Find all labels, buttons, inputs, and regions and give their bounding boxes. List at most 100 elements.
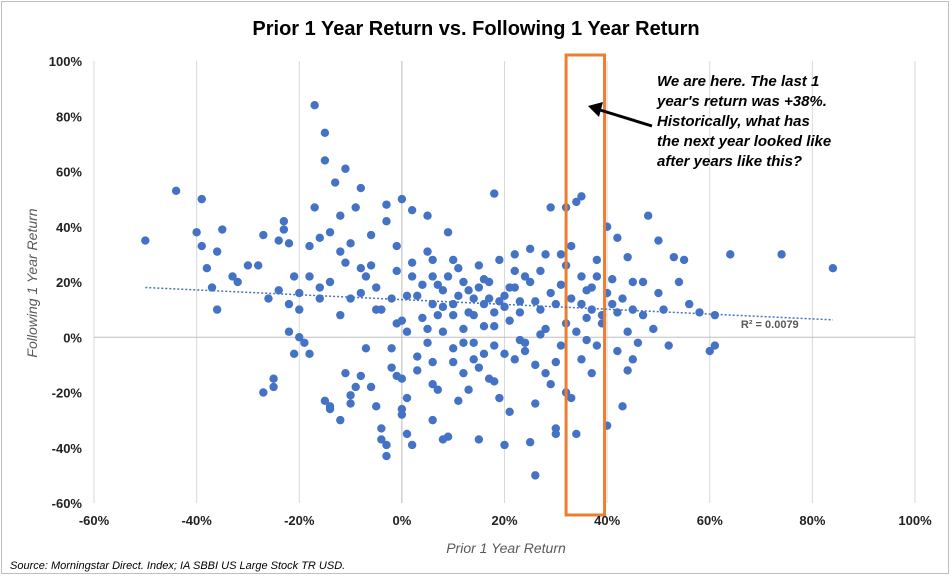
data-point xyxy=(515,308,525,317)
data-point xyxy=(341,164,350,173)
data-point xyxy=(171,186,181,196)
chart-title: Prior 1 Year Return vs. Following 1 Year… xyxy=(252,18,699,40)
data-point xyxy=(320,396,330,405)
data-point xyxy=(336,415,345,425)
data-point xyxy=(428,357,437,367)
data-point xyxy=(459,368,468,378)
annotation-line: the next year looked like xyxy=(657,133,831,150)
data-point xyxy=(372,402,381,411)
data-point xyxy=(305,272,314,281)
data-point xyxy=(479,349,489,359)
data-point xyxy=(490,189,499,198)
data-point xyxy=(623,327,632,336)
data-point xyxy=(325,404,335,414)
data-point xyxy=(608,275,617,284)
data-point xyxy=(377,424,386,433)
data-point xyxy=(628,355,637,364)
data-point xyxy=(346,294,355,303)
data-point xyxy=(515,297,525,306)
data-point xyxy=(628,305,637,314)
data-point xyxy=(643,211,653,220)
data-point xyxy=(305,241,314,251)
data-point xyxy=(274,236,283,245)
data-point xyxy=(572,429,581,439)
data-point xyxy=(382,451,391,461)
data-point xyxy=(495,255,504,265)
data-point xyxy=(392,241,401,251)
data-point xyxy=(469,355,478,364)
data-point xyxy=(233,277,242,287)
data-point xyxy=(423,211,432,220)
data-point xyxy=(649,324,658,334)
data-points xyxy=(141,101,838,480)
data-point xyxy=(289,349,299,359)
data-point xyxy=(443,432,453,441)
data-point xyxy=(397,316,407,325)
data-point xyxy=(705,346,714,356)
data-point xyxy=(428,380,437,389)
data-point xyxy=(346,391,355,400)
data-point xyxy=(479,299,489,309)
x-tick-label: -20% xyxy=(284,513,315,528)
data-point xyxy=(531,297,540,306)
data-point xyxy=(192,228,201,237)
data-point xyxy=(484,294,494,303)
data-point xyxy=(407,272,417,281)
data-point xyxy=(572,197,581,207)
data-point xyxy=(638,277,648,287)
trendline xyxy=(145,286,833,321)
data-point xyxy=(315,233,324,242)
data-point xyxy=(433,310,442,320)
data-point xyxy=(295,288,304,298)
data-point xyxy=(448,344,458,353)
y-tick-label: 40% xyxy=(56,220,82,235)
grid-lines xyxy=(93,61,916,503)
data-point xyxy=(418,280,427,289)
data-point xyxy=(346,239,355,248)
data-point xyxy=(469,338,478,347)
data-point xyxy=(710,341,720,350)
data-point xyxy=(490,377,499,386)
data-point xyxy=(141,236,150,245)
data-point xyxy=(351,203,360,212)
y-tick-label: -60% xyxy=(52,496,83,511)
data-point xyxy=(777,250,786,259)
data-point xyxy=(459,277,468,287)
data-point xyxy=(623,252,632,262)
x-tick-label: -40% xyxy=(181,513,212,528)
data-point xyxy=(361,272,371,281)
x-tick-label: 100% xyxy=(898,513,932,528)
data-point xyxy=(284,299,294,309)
y-tick-label: 60% xyxy=(56,165,82,180)
data-point xyxy=(320,128,330,138)
data-point xyxy=(212,247,222,256)
data-point xyxy=(356,263,366,273)
data-point xyxy=(474,363,484,372)
data-point xyxy=(356,288,366,298)
data-point xyxy=(510,283,519,292)
x-tick-label: 80% xyxy=(799,513,825,528)
data-point xyxy=(269,374,278,383)
data-point xyxy=(320,156,330,165)
data-point xyxy=(382,440,391,450)
data-point xyxy=(407,258,417,267)
data-point xyxy=(438,302,448,312)
data-point xyxy=(685,299,694,309)
data-point xyxy=(454,396,463,405)
annotation-line: year's return was +38%. xyxy=(656,93,827,110)
data-point xyxy=(284,327,294,336)
data-point xyxy=(695,308,704,317)
data-point xyxy=(387,294,396,303)
data-point xyxy=(490,341,499,350)
data-point xyxy=(582,335,591,345)
data-point xyxy=(310,101,319,110)
data-point xyxy=(423,247,432,256)
data-point xyxy=(459,324,468,334)
data-point xyxy=(520,346,530,356)
data-point xyxy=(510,266,519,276)
data-point xyxy=(279,217,289,226)
data-point xyxy=(387,344,396,353)
data-point xyxy=(212,305,222,314)
data-point xyxy=(377,305,386,314)
